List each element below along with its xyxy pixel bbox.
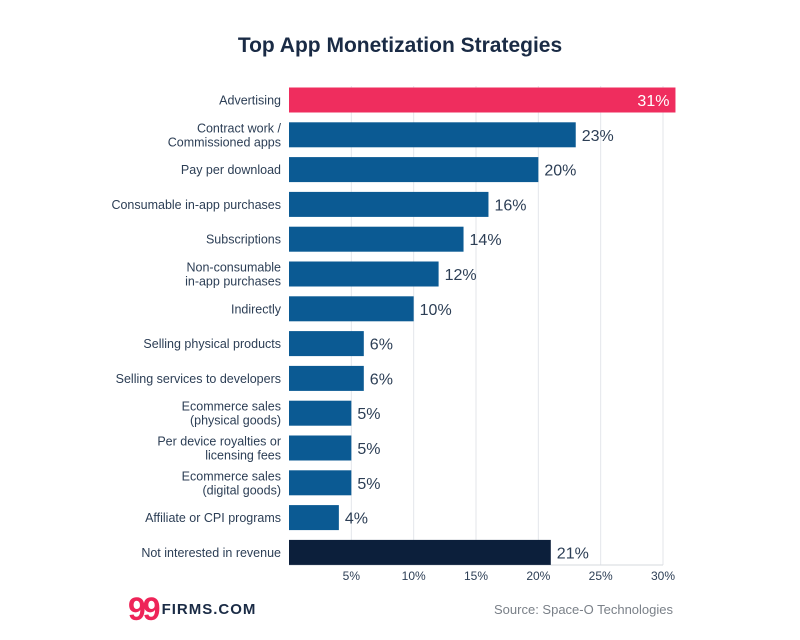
- category-label: Ecommerce sales (physical goods): [182, 400, 281, 428]
- source-note: Source: Space-O Technologies: [494, 602, 673, 617]
- bar: [289, 365, 364, 391]
- x-tick-label: 15%: [464, 569, 488, 583]
- category-label: Non-consumable in-app purchases: [185, 261, 281, 289]
- x-tick-label: 25%: [589, 569, 613, 583]
- bar: [289, 122, 576, 148]
- data-label: 14%: [470, 232, 502, 249]
- category-label: Selling services to developers: [116, 372, 281, 386]
- bar: [289, 191, 489, 217]
- category-label: Contract work / Commissioned apps: [168, 121, 282, 149]
- bar: [289, 331, 364, 357]
- category-label: Consumable in-app purchases: [111, 198, 281, 212]
- data-label: 5%: [357, 476, 380, 493]
- data-label: 16%: [494, 197, 526, 214]
- x-tick-label: 10%: [402, 569, 426, 583]
- data-label: 10%: [420, 302, 452, 319]
- chart-title: Top App Monetization Strategies: [237, 34, 563, 57]
- x-tick-label: 5%: [343, 569, 361, 583]
- bar: [289, 296, 414, 322]
- bar: [289, 400, 352, 426]
- category-label: Not interested in revenue: [141, 546, 281, 560]
- data-label: 23%: [582, 128, 614, 145]
- category-label: Indirectly: [231, 302, 282, 316]
- bar: [289, 539, 551, 565]
- category-label: Subscriptions: [206, 233, 281, 247]
- data-label: 5%: [357, 406, 380, 423]
- bar: [289, 505, 339, 531]
- bar: [289, 226, 464, 252]
- data-label: 6%: [370, 337, 393, 354]
- data-label: 4%: [345, 511, 368, 528]
- category-label: Pay per download: [181, 163, 281, 177]
- data-label: 20%: [544, 163, 576, 180]
- brand-logo: 99 FIRMS.COM: [128, 592, 256, 626]
- category-label: Ecommerce sales (digital goods): [182, 469, 281, 497]
- bar: [289, 87, 676, 113]
- data-label: 21%: [557, 545, 589, 562]
- bar: [289, 157, 539, 183]
- data-label: 31%: [637, 93, 669, 110]
- category-label: Affiliate or CPI programs: [145, 511, 281, 525]
- bar: [289, 435, 352, 461]
- bar: [289, 261, 439, 287]
- brand-mark: 99: [128, 591, 161, 627]
- brand-name: FIRMS.COM: [161, 600, 257, 618]
- x-tick-label: 20%: [526, 569, 550, 583]
- data-label: 12%: [445, 267, 477, 284]
- x-tick-label: 30%: [651, 569, 675, 583]
- category-label: Selling physical products: [143, 337, 281, 351]
- category-label: Per device royalties or licensing fees: [157, 435, 281, 463]
- category-label: Advertising: [219, 94, 281, 108]
- bar-chart: 5% 10% 15% 20% 25% 30% Advertising 31% Contract …: [111, 86, 676, 583]
- bar: [289, 470, 352, 496]
- data-label: 6%: [370, 371, 393, 388]
- data-label: 5%: [357, 441, 380, 458]
